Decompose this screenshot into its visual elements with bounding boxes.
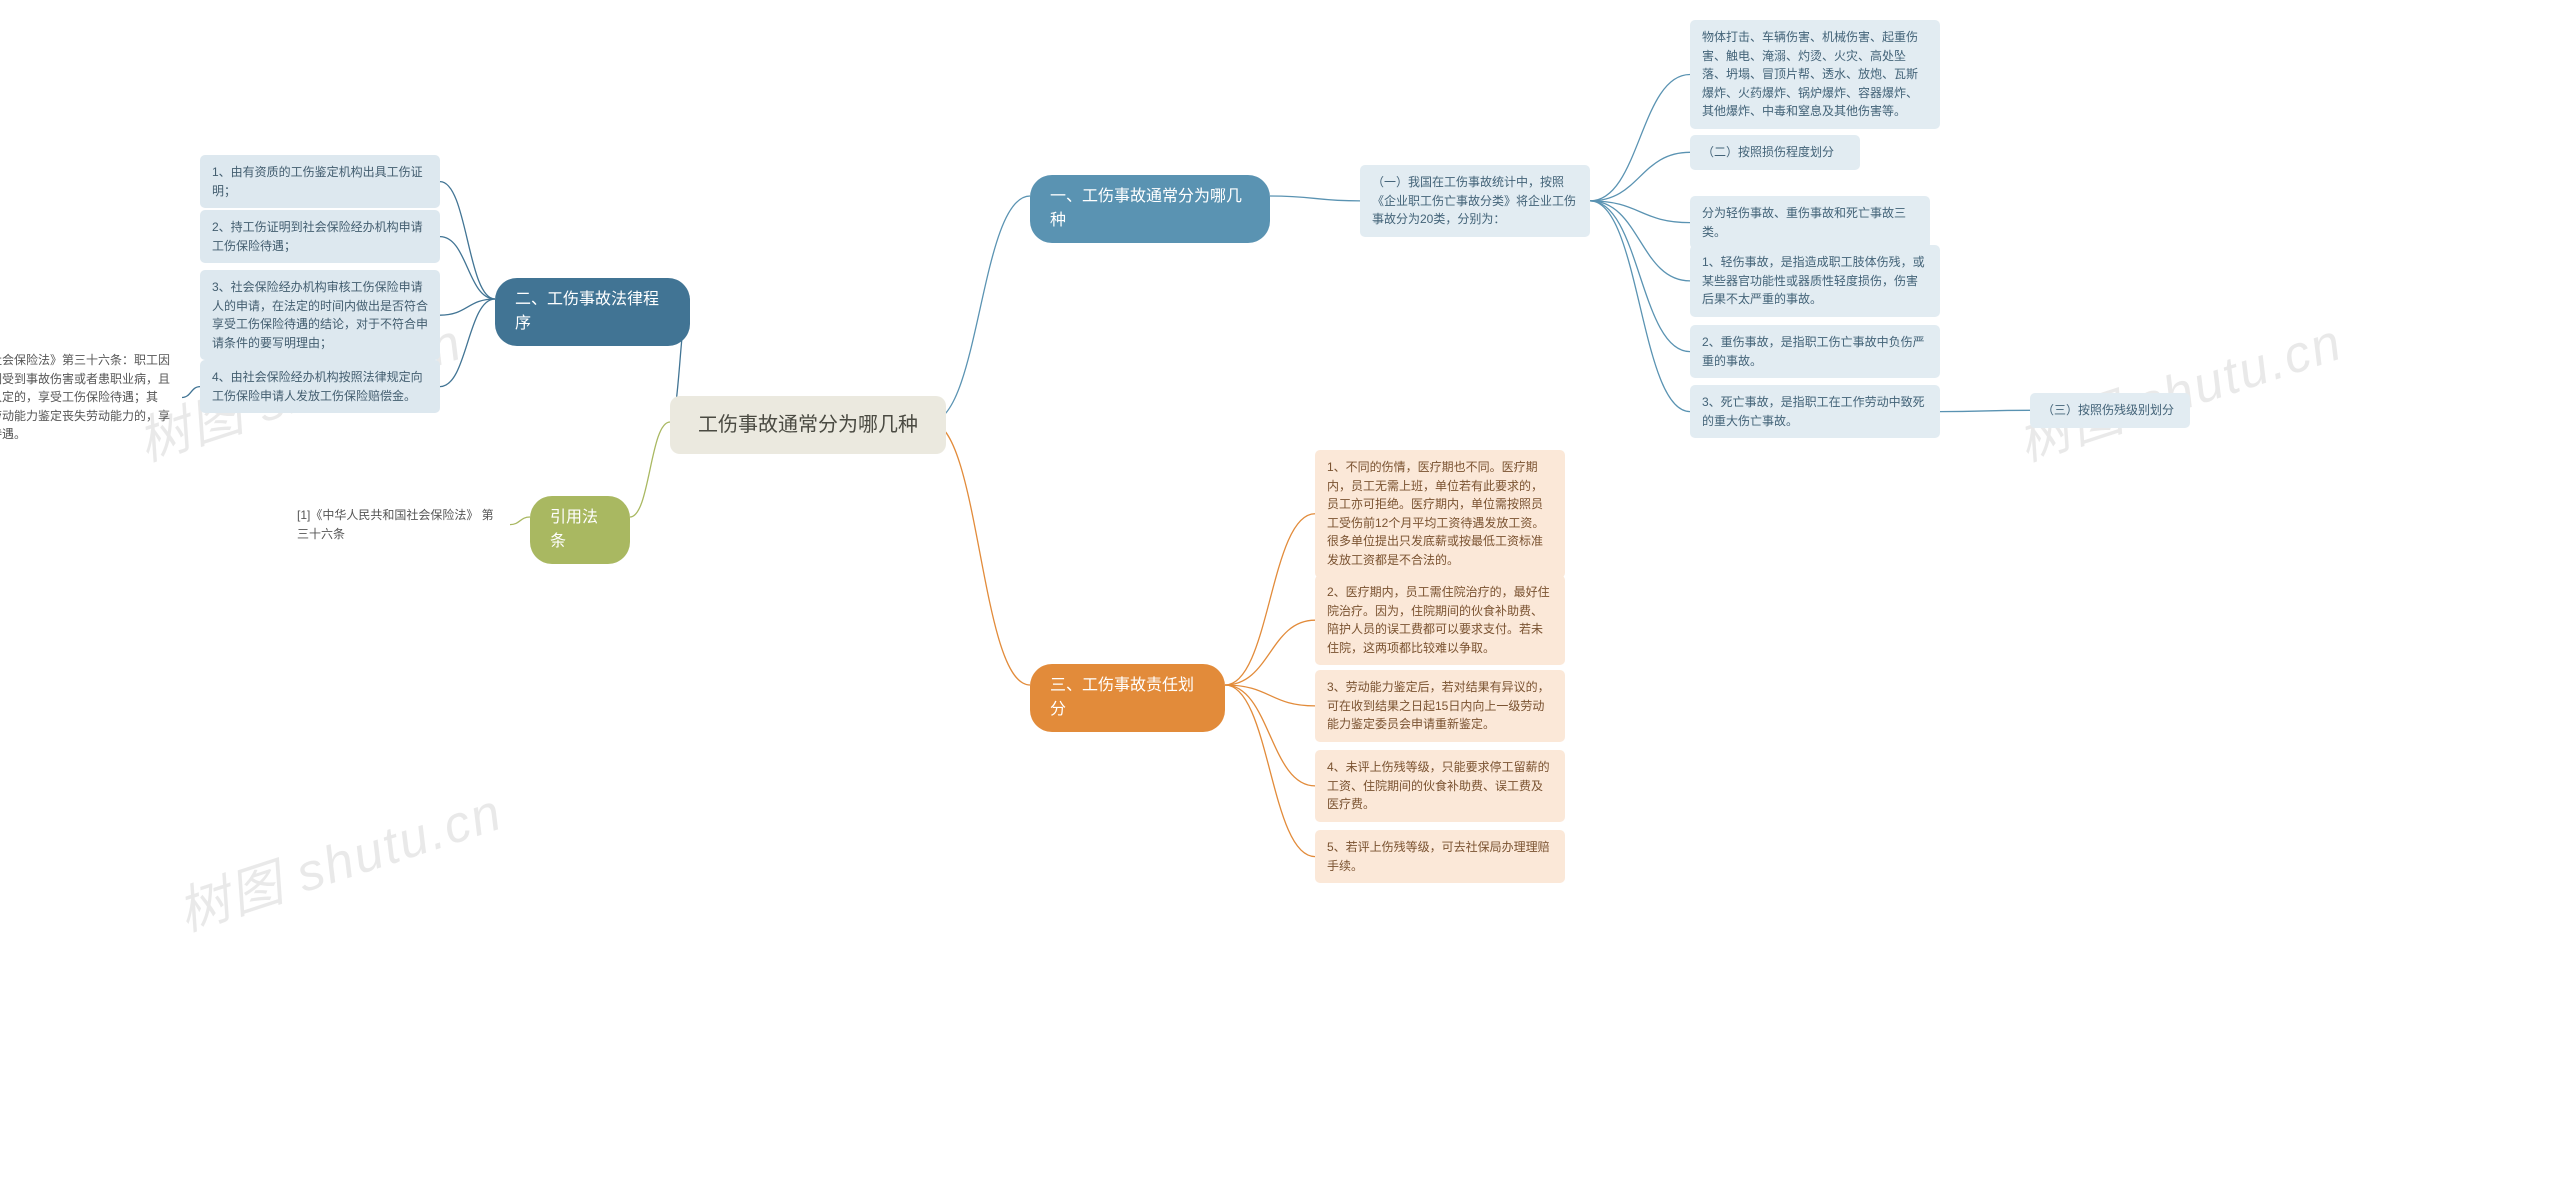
watermark-3: 树图 shutu.cn [167,770,511,945]
leaf-b2-3-0[interactable]: 依据《社会保险法》第三十六条：职工因工作原因受到事故伤害或者患职业病，且经工伤认… [0,345,182,450]
leaf-b1-0-5-0[interactable]: （三）按照伤残级别划分 [2030,393,2190,428]
leaf-b1-0-0[interactable]: 物体打击、车辆伤害、机械伤害、起重伤害、触电、淹溺、灼烫、火灾、高处坠落、坍塌、… [1690,20,1940,129]
leaf-b1-0-4[interactable]: 2、重伤事故，是指职工伤亡事故中负伤严重的事故。 [1690,325,1940,378]
root-node[interactable]: 工伤事故通常分为哪几种 [670,396,946,454]
branch-b4[interactable]: 引用法条 [530,496,630,564]
leaf-b1-0[interactable]: （一）我国在工伤事故统计中，按照《企业职工伤亡事故分类》将企业工伤事故分为20类… [1360,165,1590,237]
leaf-b3-3[interactable]: 4、未评上伤残等级，只能要求停工留薪的工资、住院期间的伙食补助费、误工费及医疗费… [1315,750,1565,822]
watermark-2: 树图 shutu.cn [2007,300,2351,475]
leaf-b1-0-2[interactable]: 分为轻伤事故、重伤事故和死亡事故三类。 [1690,196,1930,249]
branch-b3[interactable]: 三、工伤事故责任划分 [1030,664,1225,732]
leaf-b3-2[interactable]: 3、劳动能力鉴定后，若对结果有异议的，可在收到结果之日起15日内向上一级劳动能力… [1315,670,1565,742]
leaf-b2-3[interactable]: 4、由社会保险经办机构按照法律规定向工伤保险申请人发放工伤保险赔偿金。 [200,360,440,413]
leaf-b1-0-5[interactable]: 3、死亡事故，是指职工在工作劳动中致死的重大伤亡事故。 [1690,385,1940,438]
branch-b1[interactable]: 一、工伤事故通常分为哪几种 [1030,175,1270,243]
leaf-b4-0[interactable]: [1]《中华人民共和国社会保险法》 第三十六条 [285,500,510,549]
leaf-b3-0[interactable]: 1、不同的伤情，医疗期也不同。医疗期内，员工无需上班，单位若有此要求的，员工亦可… [1315,450,1565,578]
leaf-b3-4[interactable]: 5、若评上伤残等级，可去社保局办理理赔手续。 [1315,830,1565,883]
leaf-b2-2[interactable]: 3、社会保险经办机构审核工伤保险申请人的申请，在法定的时间内做出是否符合享受工伤… [200,270,440,360]
leaf-b1-0-3[interactable]: 1、轻伤事故，是指造成职工肢体伤残，或某些器官功能性或器质性轻度损伤，伤害后果不… [1690,245,1940,317]
leaf-b3-1[interactable]: 2、医疗期内，员工需住院治疗的，最好住院治疗。因为，住院期间的伙食补助费、陪护人… [1315,575,1565,665]
leaf-b2-1[interactable]: 2、持工伤证明到社会保险经办机构申请工伤保险待遇； [200,210,440,263]
leaf-b2-0[interactable]: 1、由有资质的工伤鉴定机构出具工伤证明； [200,155,440,208]
branch-b2[interactable]: 二、工伤事故法律程序 [495,278,690,346]
leaf-b1-0-1[interactable]: （二）按照损伤程度划分 [1690,135,1860,170]
